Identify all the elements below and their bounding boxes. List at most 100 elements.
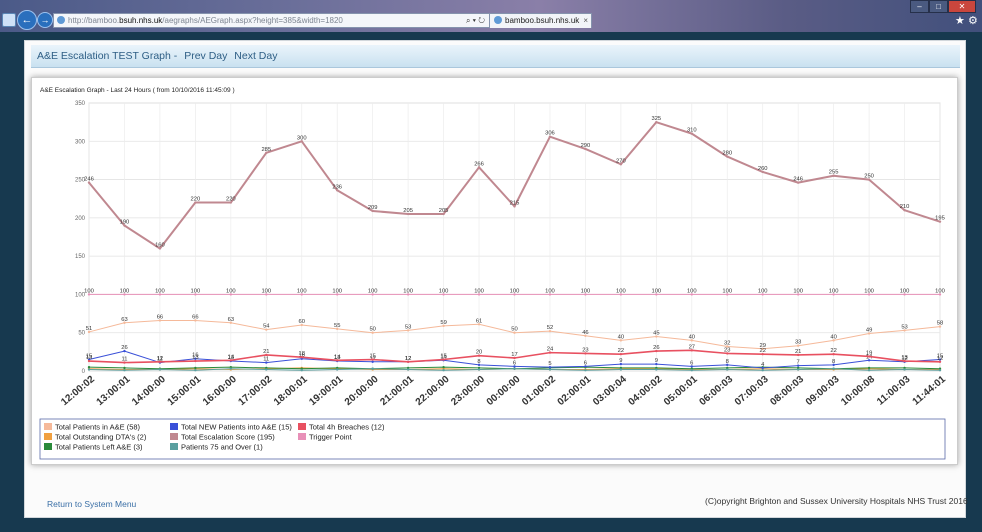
data-label: 5 xyxy=(548,361,551,367)
address-bar[interactable]: http://bamboo.bsuh.nhs.uk/aegraphs/AEGra… xyxy=(53,13,490,28)
data-label: 6 xyxy=(513,360,516,366)
x-tick-label: 09:00:03 xyxy=(804,374,842,408)
data-label: 100 xyxy=(226,288,236,294)
data-label: 210 xyxy=(900,204,910,210)
x-tick-label: 08:00:03 xyxy=(768,374,806,408)
data-point xyxy=(513,293,516,296)
data-point xyxy=(655,335,658,338)
legend-swatch xyxy=(44,433,52,440)
data-point xyxy=(265,328,268,331)
data-point xyxy=(87,359,91,363)
data-point xyxy=(761,347,764,350)
data-point xyxy=(548,293,552,296)
tab-close-icon[interactable]: × xyxy=(583,16,588,25)
page-title: A&E Escalation TEST Graph - Prev Day Nex… xyxy=(37,50,277,62)
x-tick-label: 17:00:02 xyxy=(236,374,274,408)
data-label: 21 xyxy=(263,349,269,355)
data-point xyxy=(194,201,197,204)
data-label: 255 xyxy=(829,170,839,176)
page-title-text: A&E Escalation TEST Graph - xyxy=(37,50,178,62)
x-tick-label: 23:00:00 xyxy=(449,374,487,408)
data-point xyxy=(229,321,233,324)
next-day-link[interactable]: Next Day xyxy=(234,50,278,62)
data-point xyxy=(690,349,693,352)
data-point xyxy=(123,366,126,370)
data-label: 22 xyxy=(618,348,624,354)
data-label: 12 xyxy=(157,356,163,362)
data-label: 100 xyxy=(616,288,626,294)
minimize-icon[interactable]: – xyxy=(910,0,929,13)
data-label: 280 xyxy=(722,151,732,157)
data-point xyxy=(87,181,91,184)
prev-day-link[interactable]: Prev Day xyxy=(184,50,228,62)
data-point xyxy=(832,352,835,356)
data-point xyxy=(300,293,303,296)
data-point xyxy=(513,367,516,370)
maximize-icon[interactable]: □ xyxy=(929,0,948,13)
data-label: 15 xyxy=(937,354,943,360)
data-point xyxy=(229,293,233,296)
data-point xyxy=(194,366,197,370)
return-to-menu-link[interactable]: Return to System Menu xyxy=(47,499,137,509)
y-tick-label: 100 xyxy=(75,292,86,298)
data-point xyxy=(903,368,906,371)
data-point xyxy=(265,368,268,371)
y-tick-label: 50 xyxy=(78,331,85,337)
data-point xyxy=(442,293,445,296)
data-label: 13 xyxy=(901,355,907,361)
y-tick-label: 350 xyxy=(75,101,86,107)
data-point xyxy=(761,366,764,370)
back-button[interactable]: ← xyxy=(17,10,37,30)
data-point xyxy=(938,293,942,296)
close-icon[interactable]: ✕ xyxy=(948,0,976,13)
y-tick-label: 250 xyxy=(75,178,86,184)
data-label: 15 xyxy=(369,354,375,360)
data-label: 190 xyxy=(120,220,130,226)
forward-button[interactable]: → xyxy=(37,12,53,28)
data-label: 27 xyxy=(689,344,695,350)
data-point xyxy=(477,166,481,169)
data-label: 8 xyxy=(832,359,835,365)
data-point xyxy=(442,365,445,369)
data-point xyxy=(194,319,197,322)
data-point xyxy=(229,359,233,362)
data-point xyxy=(619,163,623,166)
data-point xyxy=(903,329,906,332)
data-point xyxy=(406,360,410,364)
data-point xyxy=(477,323,481,326)
x-tick-label: 16:00:00 xyxy=(201,374,239,408)
data-label: 100 xyxy=(84,288,94,294)
data-label: 29 xyxy=(759,343,765,349)
data-label: 66 xyxy=(157,314,163,320)
data-point xyxy=(300,369,303,372)
data-label: 205 xyxy=(403,208,413,214)
data-point xyxy=(336,368,339,371)
data-label: 24 xyxy=(547,347,554,353)
data-point xyxy=(406,212,410,216)
legend-entry: Total Patients Left A&E (3) xyxy=(55,443,143,452)
data-point xyxy=(796,364,800,367)
chart-title: A&E Escalation Graph - Last 24 Hours ( f… xyxy=(40,87,235,94)
data-label: 18 xyxy=(299,351,305,357)
data-point xyxy=(265,151,268,154)
data-label: 55 xyxy=(334,323,340,329)
browser-tab[interactable]: bamboo.bsuh.nhs.uk × xyxy=(489,13,592,28)
search-refresh-icon[interactable]: ⌕ ▾ ↻ xyxy=(465,16,485,25)
y-tick-label: 150 xyxy=(75,254,86,260)
data-point xyxy=(477,368,481,371)
data-label: 40 xyxy=(618,334,624,340)
data-point xyxy=(867,359,871,362)
data-label: 13 xyxy=(334,355,340,361)
browser-titlebar: ← → http://bamboo.bsuh.nhs.uk/aegraphs/A… xyxy=(0,0,982,32)
data-point xyxy=(726,345,729,348)
data-label: 306 xyxy=(545,131,555,137)
x-tick-label: 21:00:01 xyxy=(378,374,416,408)
gear-icon[interactable]: ⚙ xyxy=(968,15,978,27)
home-icon[interactable]: ★ xyxy=(955,15,965,27)
data-point xyxy=(761,352,764,356)
data-point xyxy=(796,368,800,371)
data-point xyxy=(265,353,268,357)
ie-app-icon xyxy=(2,13,16,27)
data-label: 100 xyxy=(687,288,697,294)
legend-swatch xyxy=(298,433,306,440)
